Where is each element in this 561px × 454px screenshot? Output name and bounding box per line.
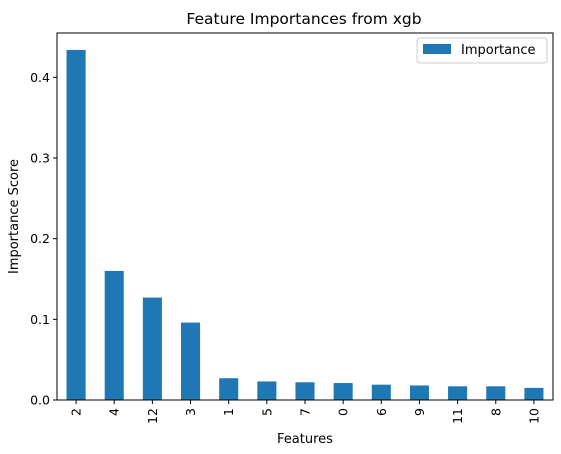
y-tick-label: 0.3 [30,151,50,166]
x-tick-label: 11 [450,408,465,424]
plot-frame [56,32,554,401]
x-axis-ticks: 2 4 12 3 1 5 7 0 6 9 11 8 10 [69,400,541,424]
y-tick-label: 0.2 [30,231,50,246]
legend: Importance [416,37,548,64]
bar-feature-11 [448,386,468,400]
bar-feature-7 [295,382,315,400]
bar-feature-8 [486,386,506,400]
y-axis-ticks: 0.0 0.1 0.2 0.3 0.4 [30,70,57,408]
chart-title: Feature Importances from xgb [186,10,421,28]
bar-feature-2 [66,49,86,400]
x-tick-label: 4 [107,408,122,416]
bar-feature-4 [104,270,124,400]
bar-feature-10 [524,387,544,400]
x-tick-label: 8 [488,408,503,416]
y-axis-label: Importance Score [7,159,22,274]
x-tick-label: 6 [374,408,389,416]
x-tick-label: 0 [336,408,351,416]
x-tick-label: 9 [412,408,427,416]
x-tick-label: 3 [183,408,198,416]
legend-label: Importance [461,43,536,58]
legend-swatch [423,44,451,54]
y-tick-label: 0.0 [30,393,50,408]
bar-feature-3 [181,322,201,400]
y-tick-label: 0.4 [30,70,50,85]
x-axis-label: Features [277,432,333,447]
bar-feature-5 [257,381,277,400]
x-tick-label: 12 [145,408,160,424]
bar-feature-0 [333,383,353,400]
bar-feature-6 [371,384,391,400]
y-tick-label: 0.1 [30,312,50,327]
x-tick-label: 1 [221,408,236,416]
bar-feature-9 [409,385,429,400]
x-tick-label: 2 [69,408,84,416]
bar-feature-12 [142,297,162,400]
x-tick-label: 10 [526,408,541,424]
bar-feature-1 [219,378,239,400]
x-tick-label: 5 [259,408,274,416]
x-tick-label: 7 [298,408,313,416]
bars-group [66,49,544,400]
